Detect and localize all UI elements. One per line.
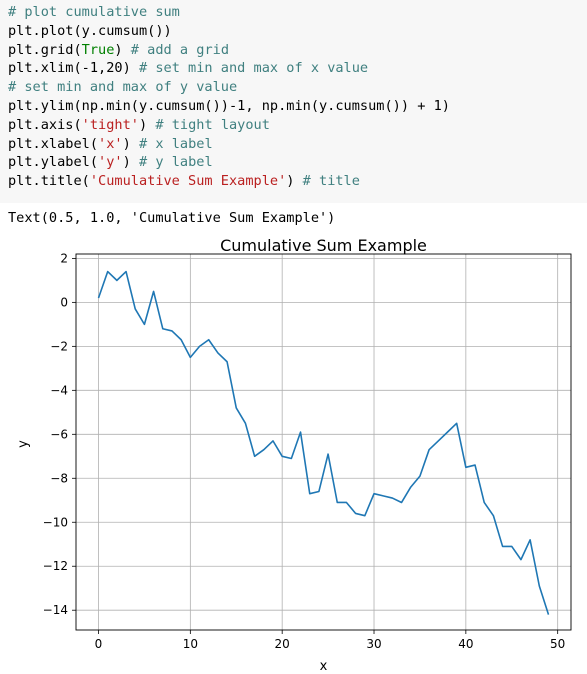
y-tick-label: 0 [60, 295, 68, 309]
output-text: Text(0.5, 1.0, 'Cumulative Sum Example') [8, 210, 336, 226]
grid-lines [76, 254, 571, 630]
code-line: # plot cumulative sum [8, 3, 587, 22]
cumsum-line [97, 270, 550, 615]
code-token: ) [122, 154, 139, 171]
y-axis-label: y [16, 440, 31, 448]
x-tick-label: 40 [458, 637, 473, 651]
code-line: plt.grid(True) # add a grid [8, 41, 587, 60]
code-line: plt.title('Cumulative Sum Example') # ti… [8, 172, 587, 191]
y-tick-label: 2 [60, 251, 68, 265]
code-token: 'y' [98, 154, 123, 171]
code-token: plt.ylabel( [8, 154, 99, 171]
y-tick-label: −12 [43, 559, 68, 573]
code-token: # add a grid [130, 41, 230, 58]
code-line: # set min and max of y value [8, 78, 587, 97]
code-line: plt.xlim(-1,20) # set min and max of x v… [8, 59, 587, 78]
x-ticks: 0 10 20 30 40 50 [95, 630, 565, 651]
x-tick-label: 20 [275, 637, 290, 651]
y-tick-label: −6 [50, 427, 68, 441]
code-token: plt.grid( [8, 41, 82, 58]
y-tick-label: −14 [43, 603, 68, 617]
code-token: plt.axis( [8, 116, 82, 133]
code-token: 'x' [98, 135, 123, 152]
code-line: plt.ylabel('y') # y label [8, 153, 587, 172]
code-token: # set min and max of x value [138, 60, 369, 77]
code-token: plt.title( [8, 173, 90, 190]
code-token: True [81, 41, 115, 58]
y-ticks: 2 0 −2 −4 −6 −8 −10 −12 −14 [43, 251, 76, 617]
code-token: ) [122, 135, 139, 152]
y-tick-label: −8 [50, 471, 68, 485]
code-line: plt.axis('tight') # tight layout [8, 116, 587, 135]
code-token: plt.plot(y.cumsum()) [8, 22, 172, 39]
code-token: # plot cumulative sum [8, 4, 180, 20]
plot-frame [75, 253, 572, 631]
chart-title: Cumulative Sum Example [220, 236, 427, 255]
code-line: plt.xlabel('x') # x label [8, 135, 587, 154]
y-tick-label: −2 [50, 339, 68, 353]
x-tick-label: 10 [183, 637, 198, 651]
code-token: ) [286, 173, 303, 190]
code-token: # x label [138, 135, 213, 152]
code-token: plt.xlabel( [8, 135, 99, 152]
code-token: # title [302, 173, 360, 190]
code-token: # set min and max of y value [8, 79, 238, 96]
x-axis-label: x [320, 659, 328, 674]
x-tick-label: 0 [95, 637, 103, 651]
code-token: plt.xlim(-1,20) [8, 60, 139, 77]
code-token: # y label [138, 154, 213, 171]
code-token: plt.ylim(np.min(y.cumsum())-1, np.min(y.… [8, 97, 450, 114]
y-tick-label: −4 [50, 383, 68, 397]
code-token: 'tight' [81, 116, 139, 133]
code-line: plt.plot(y.cumsum()) [8, 22, 587, 41]
code-token: ) [138, 116, 156, 133]
code-token: 'Cumulative Sum Example' [89, 173, 287, 190]
y-tick-label: −10 [43, 515, 68, 529]
chart: 0 10 20 30 40 50 20−2−4−6−8−10−12−14 Cumulati… [16, 236, 572, 674]
code-token: ) [114, 41, 131, 58]
code-token: # tight layout [155, 116, 270, 133]
x-tick-label: 50 [550, 637, 565, 651]
x-tick-label: 30 [366, 637, 381, 651]
code-cell[interactable]: # plot cumulative sum plt.plot(y.cumsum()… [0, 0, 587, 203]
code-line: plt.ylim(np.min(y.cumsum())-1, np.min(y.… [8, 97, 587, 116]
